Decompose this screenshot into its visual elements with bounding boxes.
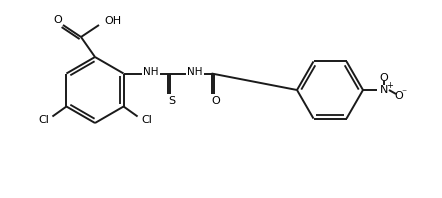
Text: Cl: Cl — [141, 114, 152, 125]
Text: N: N — [380, 85, 388, 95]
Text: S: S — [168, 95, 175, 106]
Text: ⁻: ⁻ — [401, 88, 407, 98]
Text: O: O — [211, 95, 220, 106]
Text: Cl: Cl — [38, 114, 49, 125]
Text: NH: NH — [187, 67, 202, 76]
Text: O: O — [53, 15, 62, 25]
Text: +: + — [387, 81, 393, 89]
Text: O: O — [395, 91, 404, 101]
Text: O: O — [380, 73, 389, 83]
Text: OH: OH — [104, 16, 122, 26]
Text: NH: NH — [143, 67, 158, 76]
